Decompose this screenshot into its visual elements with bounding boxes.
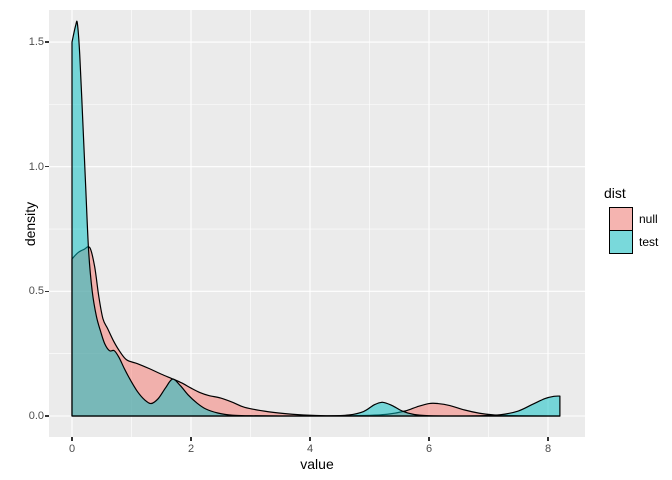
x-tick-label: 8 <box>544 443 552 455</box>
x-axis-title: value <box>300 456 334 472</box>
x-tick-mark <box>71 437 73 441</box>
y-tick-mark <box>45 165 49 168</box>
x-tick-mark <box>547 437 549 441</box>
y-tick-label: 0.5 <box>28 285 44 298</box>
legend-title: dist <box>604 185 626 201</box>
legend-swatch-test <box>610 231 632 253</box>
y-tick-mark <box>45 41 49 43</box>
y-tick-label: 1.5 <box>28 36 44 49</box>
x-tick-mark <box>190 437 192 441</box>
density-chart <box>49 10 585 437</box>
y-tick-mark <box>45 415 49 417</box>
legend-key-null <box>609 207 633 231</box>
x-tick-mark <box>428 437 430 441</box>
density-area-test <box>71 20 561 417</box>
density-area-null <box>71 246 561 417</box>
plot-panel <box>49 10 585 437</box>
legend-label-null: null <box>639 212 658 226</box>
x-tick-label: 0 <box>68 443 76 455</box>
y-tick-label: 0.0 <box>28 410 44 422</box>
legend-label-test: test <box>639 235 659 249</box>
y-tick-label: 1.0 <box>28 160 44 173</box>
legend-swatch-null <box>610 208 632 230</box>
x-tick-label: 2 <box>187 443 195 455</box>
legend-key-test <box>609 230 633 254</box>
y-axis-title: density <box>22 201 38 247</box>
y-tick-mark <box>45 290 49 293</box>
x-tick-label: 4 <box>306 443 314 455</box>
x-tick-label: 6 <box>425 443 433 455</box>
x-tick-mark <box>309 437 311 441</box>
